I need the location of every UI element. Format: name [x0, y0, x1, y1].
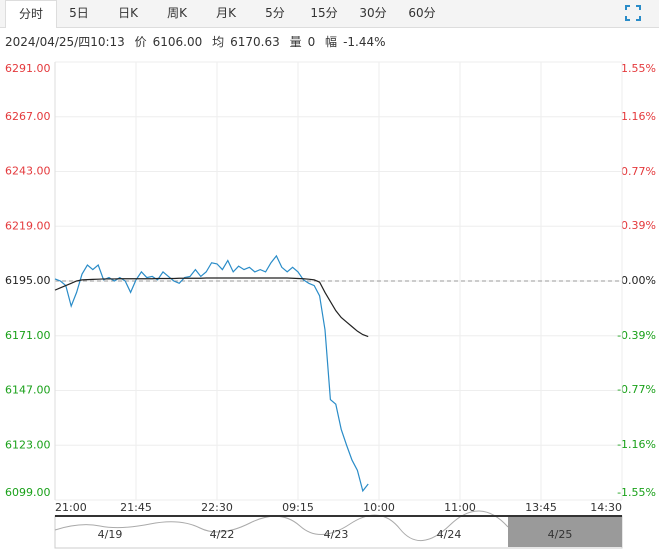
- tab[interactable]: 5分: [265, 6, 285, 20]
- navigator-date: 4/25: [548, 528, 573, 541]
- y-tick-label: 6171.00: [5, 329, 51, 342]
- label: 均: [212, 35, 225, 49]
- y2-tick-label: -0.39%: [617, 329, 656, 342]
- navigator-date: 4/19: [98, 528, 123, 541]
- y2-tick-label: -0.77%: [617, 383, 656, 396]
- y2-tick-label: -1.55%: [617, 486, 656, 499]
- value: 6106.00: [152, 35, 203, 49]
- label: 价: [134, 35, 147, 49]
- series-line: [54, 254, 369, 493]
- x-tick-label: 22:30: [201, 501, 233, 514]
- y-tick-label: 6099.00: [5, 486, 51, 499]
- y-tick-label: 6219.00: [5, 219, 51, 232]
- y2-tick-label: 1.16%: [621, 110, 656, 123]
- tab[interactable]: 日K: [118, 6, 138, 20]
- x-tick-label: 21:00: [55, 501, 87, 514]
- x-tick-label: 13:45: [525, 501, 557, 514]
- y-tick-label: 6243.00: [5, 165, 51, 178]
- series-line: [54, 277, 369, 338]
- value: 6170.63: [230, 35, 280, 49]
- tab[interactable]: 30分: [359, 6, 387, 20]
- value: 0: [307, 35, 316, 49]
- x-tick-label: 21:45: [120, 501, 152, 514]
- tab[interactable]: 60分: [408, 6, 436, 20]
- navigator-date: 4/23: [324, 528, 349, 541]
- tab[interactable]: 15分: [310, 6, 338, 20]
- y-tick-label: 6123.00: [5, 438, 51, 451]
- tab[interactable]: 分时: [5, 0, 57, 28]
- x-tick-label: 10:00: [363, 501, 395, 514]
- navigator-date: 4/22: [210, 528, 235, 541]
- tab[interactable]: 周K: [167, 6, 187, 20]
- fullscreen-icon[interactable]: [625, 5, 641, 21]
- navigator-date: 4/24: [437, 528, 462, 541]
- y2-tick-label: 0.39%: [621, 219, 656, 232]
- x-tick-label: 09:15: [282, 501, 314, 514]
- y-tick-label: 6291.00: [5, 62, 51, 75]
- x-tick-label: 11:00: [444, 501, 476, 514]
- y2-tick-label: -1.16%: [617, 438, 656, 451]
- y-tick-label: 6267.00: [5, 110, 51, 123]
- y-tick-label: 6195.00: [5, 274, 51, 287]
- tab-bar: 分时 5日 日K 周K 月K 5分 15分 30分 60分: [0, 0, 659, 28]
- y-tick-label: 6147.00: [5, 384, 51, 397]
- value: -1.44%: [343, 35, 386, 49]
- label: 量: [289, 35, 302, 49]
- navigator-trace: [54, 510, 509, 542]
- navigator-selection[interactable]: [508, 517, 622, 547]
- tab[interactable]: 5日: [69, 6, 89, 20]
- y2-tick-label: 0.00%: [621, 274, 656, 287]
- y2-tick-label: 1.55%: [621, 62, 656, 75]
- x-tick-label: 14:30: [590, 501, 622, 514]
- datetime: 2024/04/25/四10:13: [5, 35, 125, 49]
- label: 幅: [325, 35, 338, 49]
- tab[interactable]: 月K: [216, 6, 236, 20]
- y2-tick-label: 0.77%: [621, 165, 656, 178]
